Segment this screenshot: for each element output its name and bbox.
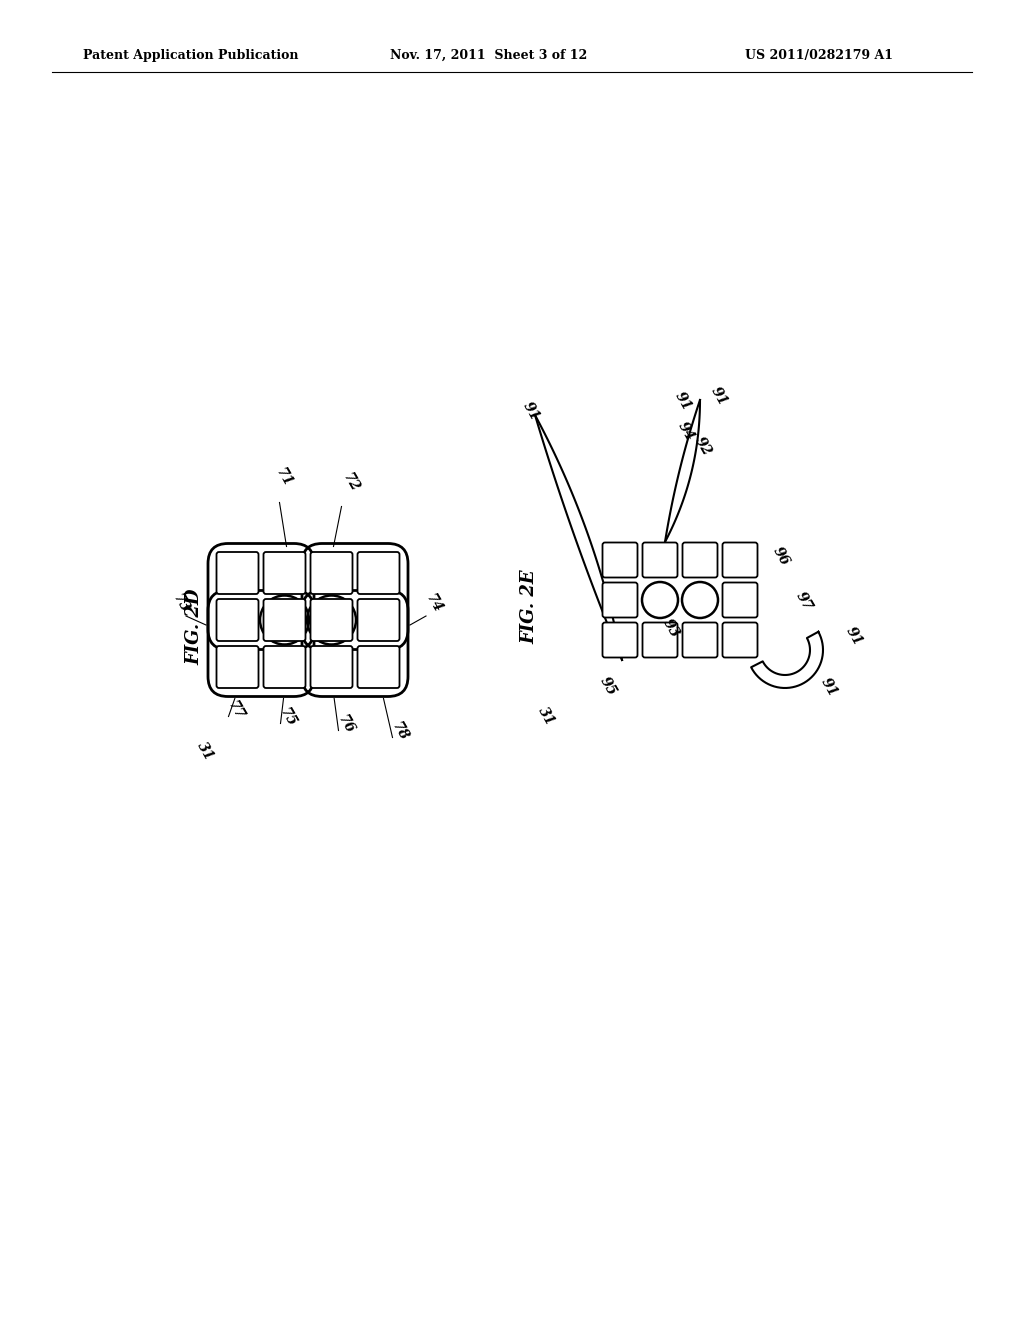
Circle shape	[682, 582, 718, 618]
Text: 93: 93	[660, 616, 682, 640]
FancyBboxPatch shape	[216, 599, 258, 642]
Text: FIG. 2E: FIG. 2E	[520, 570, 538, 644]
FancyBboxPatch shape	[263, 552, 305, 594]
Text: 31: 31	[194, 739, 216, 763]
Text: 75: 75	[276, 706, 298, 730]
Text: 92: 92	[692, 434, 714, 458]
Text: 77: 77	[224, 698, 246, 722]
Text: 72: 72	[340, 471, 361, 495]
FancyBboxPatch shape	[642, 623, 678, 657]
Text: 76: 76	[335, 713, 356, 737]
FancyBboxPatch shape	[216, 552, 258, 594]
Text: FIG. 2D: FIG. 2D	[185, 589, 203, 665]
FancyBboxPatch shape	[602, 582, 638, 618]
Text: US 2011/0282179 A1: US 2011/0282179 A1	[745, 49, 893, 62]
FancyBboxPatch shape	[602, 543, 638, 578]
FancyBboxPatch shape	[263, 645, 305, 688]
Text: 91: 91	[672, 389, 693, 413]
FancyBboxPatch shape	[357, 552, 399, 594]
Circle shape	[642, 582, 678, 618]
FancyBboxPatch shape	[723, 582, 758, 618]
Text: 31: 31	[535, 705, 557, 729]
Text: 97: 97	[793, 589, 815, 612]
Text: 95: 95	[597, 675, 618, 698]
Text: 71: 71	[272, 466, 294, 490]
FancyBboxPatch shape	[642, 543, 678, 578]
FancyBboxPatch shape	[310, 645, 352, 688]
FancyBboxPatch shape	[310, 552, 352, 594]
Text: 78: 78	[388, 719, 411, 743]
FancyBboxPatch shape	[723, 623, 758, 657]
Text: Patent Application Publication: Patent Application Publication	[83, 49, 299, 62]
Text: 91: 91	[520, 400, 542, 422]
Text: 91: 91	[708, 384, 730, 408]
FancyBboxPatch shape	[683, 623, 718, 657]
FancyBboxPatch shape	[602, 623, 638, 657]
FancyBboxPatch shape	[723, 543, 758, 578]
FancyBboxPatch shape	[683, 543, 718, 578]
Text: 96: 96	[770, 544, 792, 568]
Text: Nov. 17, 2011  Sheet 3 of 12: Nov. 17, 2011 Sheet 3 of 12	[390, 49, 587, 62]
Text: 74: 74	[423, 591, 444, 615]
FancyBboxPatch shape	[216, 645, 258, 688]
Text: 91: 91	[843, 624, 864, 648]
FancyBboxPatch shape	[357, 599, 399, 642]
Text: 94: 94	[675, 420, 696, 444]
FancyBboxPatch shape	[357, 645, 399, 688]
Text: 91: 91	[818, 676, 840, 700]
FancyBboxPatch shape	[310, 599, 352, 642]
Text: 73: 73	[170, 591, 191, 615]
FancyBboxPatch shape	[263, 599, 305, 642]
